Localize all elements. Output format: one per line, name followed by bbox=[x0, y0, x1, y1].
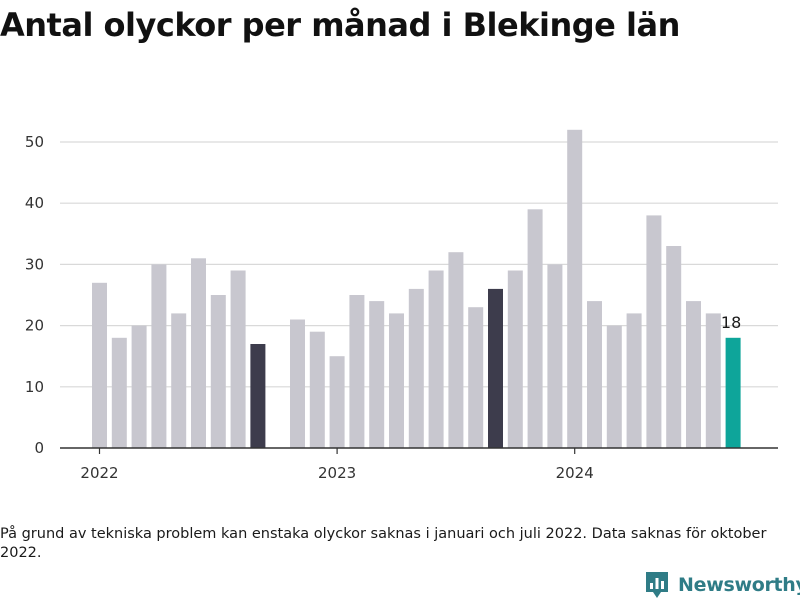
bar-2023-06[interactable] bbox=[428, 270, 444, 449]
bar-2024-08[interactable] bbox=[705, 313, 721, 448]
bar-2023-08[interactable] bbox=[468, 307, 484, 448]
bar-2022-12[interactable] bbox=[309, 331, 325, 448]
bar-2022-11[interactable] bbox=[290, 319, 305, 449]
bar-2023-02[interactable] bbox=[349, 295, 365, 448]
bar-2023-09[interactable] bbox=[488, 288, 503, 448]
bar-2022-05[interactable] bbox=[171, 313, 187, 448]
bar-2023-12[interactable] bbox=[547, 264, 563, 448]
bar-2022-09[interactable] bbox=[250, 344, 266, 448]
bar-2023-04[interactable] bbox=[389, 313, 404, 448]
data-label-2024-09: 18 bbox=[721, 313, 741, 332]
y-tick-label: 30 bbox=[25, 255, 44, 273]
x-tick-label: 2023 bbox=[318, 464, 356, 480]
bar-2022-03[interactable] bbox=[131, 325, 147, 448]
bar-2022-08[interactable] bbox=[230, 270, 246, 449]
y-tick-label: 10 bbox=[25, 378, 44, 396]
bar-2024-05[interactable] bbox=[646, 215, 662, 448]
y-tick-label: 50 bbox=[25, 133, 44, 151]
bar-2022-01[interactable] bbox=[92, 282, 107, 448]
newsworthy-logo-text: Newsworthy bbox=[678, 574, 800, 596]
bar-2024-09[interactable] bbox=[725, 337, 741, 448]
bar-2022-04[interactable] bbox=[151, 264, 167, 448]
bar-2022-02[interactable] bbox=[111, 337, 127, 448]
bar-2024-01[interactable] bbox=[567, 129, 583, 449]
bar-2022-06[interactable] bbox=[191, 258, 206, 448]
bars bbox=[92, 129, 741, 449]
x-tick-label: 2022 bbox=[80, 464, 118, 480]
bar-2023-05[interactable] bbox=[408, 288, 424, 448]
y-tick-label: 40 bbox=[25, 194, 44, 212]
x-tick-label: 2024 bbox=[556, 464, 594, 480]
bar-2022-07[interactable] bbox=[210, 295, 226, 448]
bar-2023-07[interactable] bbox=[448, 252, 464, 448]
bar-2024-06[interactable] bbox=[666, 246, 682, 448]
axes bbox=[60, 447, 778, 454]
newsworthy-logo-icon bbox=[646, 572, 668, 598]
bar-2024-02[interactable] bbox=[587, 301, 602, 448]
chart-footnote: På grund av tekniska problem kan enstaka… bbox=[0, 526, 767, 561]
bar-2023-11[interactable] bbox=[527, 209, 543, 448]
bar-chart: 0 10 20 30 40 50 18 2022 2023 2024 bbox=[25, 129, 778, 480]
bar-2024-04[interactable] bbox=[626, 313, 642, 448]
bar-2024-03[interactable] bbox=[606, 325, 622, 448]
newsworthy-logo[interactable]: Newsworthy bbox=[644, 570, 800, 600]
bar-2023-03[interactable] bbox=[369, 301, 385, 448]
bar-2023-01[interactable] bbox=[329, 356, 345, 448]
labels: 0 10 20 30 40 50 18 2022 2023 2024 bbox=[25, 133, 741, 480]
bar-2023-10[interactable] bbox=[507, 270, 523, 449]
chart-title: Antal olyckor per månad i Blekinge län bbox=[0, 6, 680, 44]
y-tick-label: 0 bbox=[34, 439, 44, 457]
bar-2024-07[interactable] bbox=[686, 301, 701, 448]
y-tick-label: 20 bbox=[25, 317, 44, 335]
